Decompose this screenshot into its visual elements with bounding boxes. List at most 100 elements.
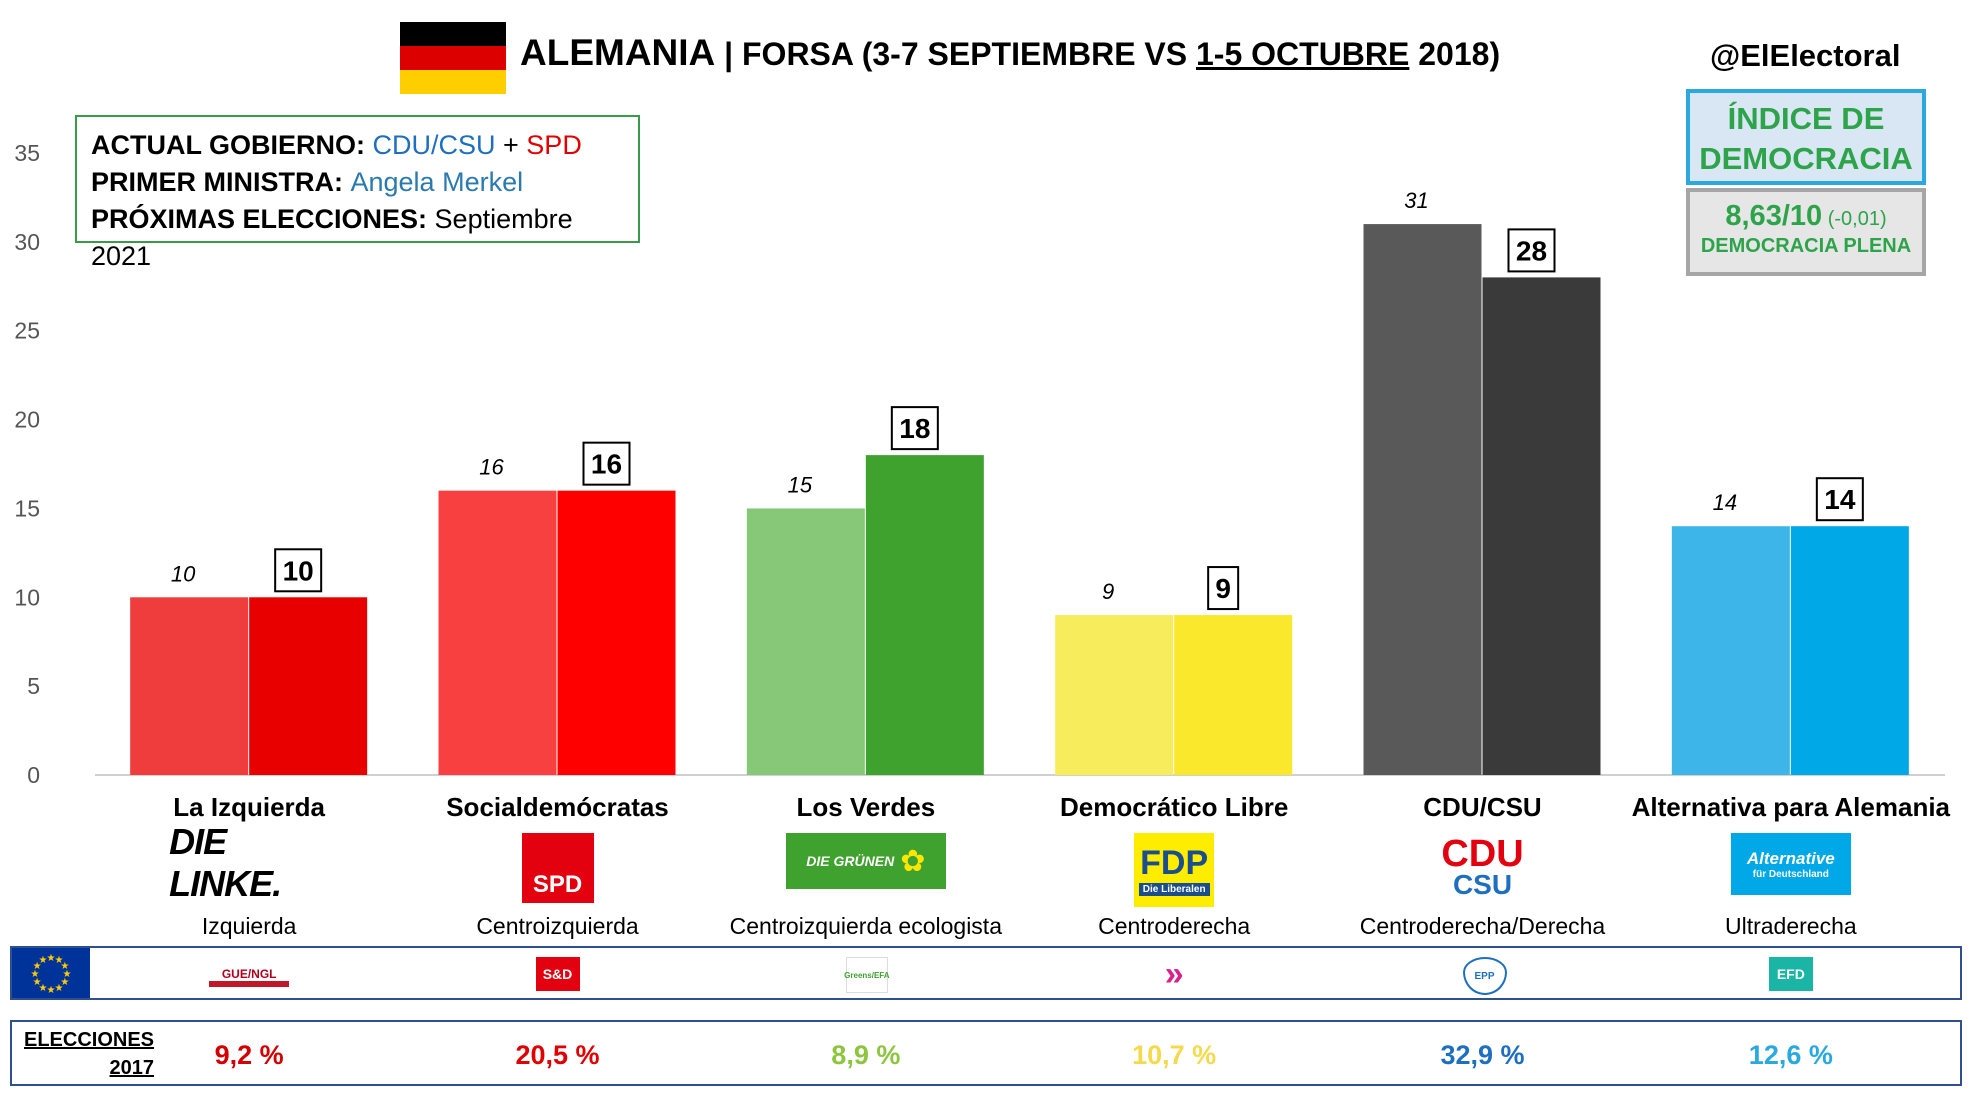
title-pollster-prefix: FORSA (3-7 SEPTIEMBRE VS bbox=[742, 36, 1196, 72]
eu-group-logo: GUE/NGL bbox=[209, 957, 290, 987]
democracy-title-line1: ÍNDICE DE bbox=[1727, 101, 1885, 136]
election-2017-result: 20,5 % bbox=[515, 1040, 600, 1070]
eu-star-icon: ★ bbox=[33, 977, 42, 988]
y-tick-label: 35 bbox=[14, 140, 40, 166]
eu-star-icon: ★ bbox=[55, 983, 64, 994]
poll-bar-chart: 0 5 10 15 20 25 30 35 10 10 16 16 15 18 9 9 31 28 14 14 bbox=[14, 140, 1945, 788]
y-tick-label: 30 bbox=[14, 229, 40, 255]
bar-previous bbox=[438, 490, 557, 775]
bar-current bbox=[1174, 615, 1293, 775]
eu-star-icon: ★ bbox=[55, 955, 64, 966]
gov-plus: + bbox=[495, 130, 527, 160]
elections-2017-label: ELECCIONES 2017 bbox=[24, 1026, 154, 1082]
afd-logo-sub: für Deutschland bbox=[1752, 868, 1829, 880]
data-label-box bbox=[274, 548, 323, 593]
data-label-current: 14 bbox=[1824, 484, 1856, 515]
data-label-previous: 16 bbox=[479, 455, 504, 480]
eu-stars-icon: ★★★★★★★★★ ★ ★★ bbox=[31, 953, 72, 996]
data-label-current: 9 bbox=[1215, 573, 1231, 604]
party-logo: CDU CSU bbox=[1423, 833, 1543, 903]
election-2017-result: 32,9 % bbox=[1440, 1040, 1525, 1070]
elections-label-line2: 2017 bbox=[109, 1057, 155, 1079]
y-tick-label: 20 bbox=[14, 407, 40, 433]
data-label-previous: 9 bbox=[1102, 579, 1114, 604]
bar-current bbox=[865, 455, 984, 775]
election-2017-result: 12,6 % bbox=[1748, 1040, 1833, 1070]
bar-previous bbox=[1055, 615, 1174, 775]
democracy-score: 8,63/10 bbox=[1725, 200, 1823, 232]
eu-flag-icon: ★ ★ ★ ★ ★ ★ ★ ★ ★ ★ ★ ★ bbox=[12, 948, 90, 998]
eu-group-logo: EPP bbox=[1462, 957, 1507, 995]
party-ideology: Centroderecha/Derecha bbox=[1359, 913, 1606, 939]
government-info-box: ACTUAL GOBIERNO: CDU/CSU + SPD PRIMER MI… bbox=[75, 115, 640, 271]
category-label: CDU/CSU bbox=[1423, 792, 1542, 822]
bar-previous bbox=[746, 508, 865, 775]
bar-current bbox=[1790, 526, 1909, 775]
bar-current bbox=[1482, 277, 1601, 775]
eu-star-icon: ★ bbox=[47, 953, 56, 964]
bar-previous bbox=[130, 597, 249, 775]
data-label-previous: 31 bbox=[1404, 188, 1428, 213]
page-title: ALEMANIA | FORSA (3-7 SEPTIEMBRE VS 1-5 … bbox=[520, 32, 1500, 74]
data-label-current: 28 bbox=[1516, 235, 1547, 266]
data-label-previous: 14 bbox=[1713, 490, 1737, 515]
category-label: Los Verdes bbox=[796, 792, 936, 822]
election-2017-result: 9,2 % bbox=[214, 1040, 284, 1070]
party-ideology: Centroizquierda bbox=[476, 913, 639, 939]
data-label-current: 18 bbox=[899, 413, 930, 444]
eu-star-icon: ★ bbox=[47, 985, 56, 996]
party-logo: Alternative für Deutschland bbox=[1730, 833, 1851, 895]
afd-logo-text: Alternative bbox=[1746, 848, 1835, 868]
gov-party-2: SPD bbox=[526, 130, 582, 160]
category-label: La Izquierda bbox=[173, 792, 325, 822]
y-tick-label: 15 bbox=[14, 495, 40, 521]
data-label-box bbox=[890, 406, 939, 451]
y-tick-label: 5 bbox=[27, 673, 40, 699]
title-pollster-suffix: 2018) bbox=[1409, 36, 1501, 72]
y-tick-label: 25 bbox=[14, 318, 40, 344]
data-label-box bbox=[1207, 566, 1240, 611]
title-separator: | bbox=[715, 36, 742, 72]
flag-stripe-gold bbox=[400, 70, 506, 94]
category-label: Democrático Libre bbox=[1060, 792, 1289, 822]
fdp-logo-text: FDP bbox=[1140, 844, 1209, 882]
party-ideology: Izquierda bbox=[201, 913, 297, 939]
eu-star-icon: ★ bbox=[39, 955, 48, 966]
party-logo: DIE GRÜNEN ✿ bbox=[785, 833, 946, 889]
data-label-box bbox=[1507, 228, 1556, 273]
election-2017-result: 8,9 % bbox=[831, 1040, 901, 1070]
next-value: Septiembre 2021 bbox=[91, 204, 573, 271]
flag-stripe-red bbox=[400, 46, 506, 70]
eu-star-icon: ★ bbox=[33, 961, 42, 972]
gov-party-1: CDU/CSU bbox=[372, 130, 496, 160]
category-label: Alternativa para Alemania bbox=[1631, 792, 1951, 822]
data-label-box bbox=[582, 441, 631, 486]
data-label-box bbox=[1815, 477, 1864, 522]
bar-previous bbox=[1363, 224, 1482, 776]
sunflower-icon: ✿ bbox=[900, 844, 926, 878]
party-ideology: Ultraderecha bbox=[1724, 913, 1857, 939]
pm-value: Angela Merkel bbox=[350, 167, 524, 197]
germany-flag bbox=[400, 22, 506, 94]
data-label-previous: 15 bbox=[788, 472, 813, 497]
gov-line: ACTUAL GOBIERNO: CDU/CSU + SPD bbox=[91, 127, 624, 164]
eu-star-icon: ★ bbox=[31, 969, 40, 980]
party-logo: DIE LINKE. bbox=[169, 821, 282, 904]
party-ideology: Centroderecha bbox=[1098, 913, 1251, 939]
eu-star-icon: ★ bbox=[60, 961, 69, 972]
pm-label: PRIMER MINISTRA: bbox=[91, 167, 351, 197]
title-current-period: 1-5 OCTUBRE bbox=[1196, 36, 1410, 72]
eu-star-icon: ★ bbox=[60, 977, 69, 988]
democracy-title-line2: DEMOCRACIA bbox=[1699, 141, 1913, 176]
next-label: PRÓXIMAS ELECCIONES: bbox=[91, 204, 435, 234]
election-2017-result: 10,7 % bbox=[1132, 1040, 1217, 1070]
pm-line: PRIMER MINISTRA: Angela Merkel bbox=[91, 164, 624, 201]
bar-current bbox=[249, 597, 368, 775]
eu-group-logo: EFD bbox=[1768, 957, 1813, 991]
gov-label: ACTUAL GOBIERNO: bbox=[91, 130, 373, 160]
eu-star-icon: ★ bbox=[39, 983, 48, 994]
democracy-index-title: ÍNDICE DE DEMOCRACIA bbox=[1686, 89, 1926, 185]
csu-logo-text: CSU bbox=[1452, 869, 1513, 900]
data-label-current: 10 bbox=[283, 555, 314, 586]
y-tick-label: 0 bbox=[27, 762, 40, 788]
